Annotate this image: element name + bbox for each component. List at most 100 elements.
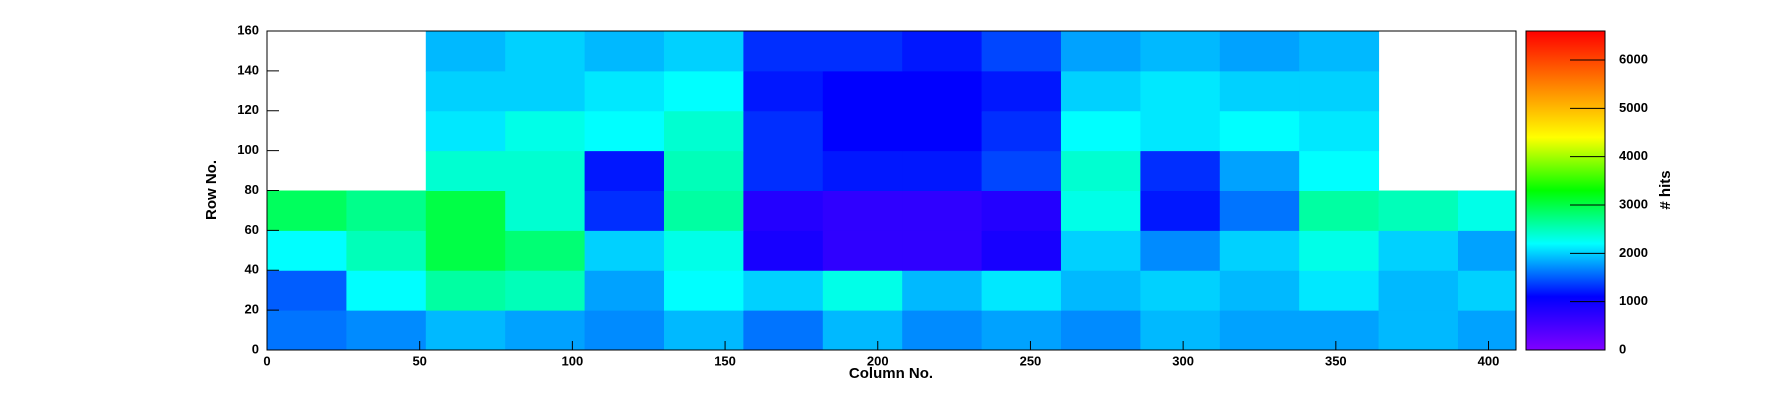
heatmap-cell: [663, 310, 744, 351]
heatmap-cell: [584, 150, 665, 191]
heatmap-cell: [743, 31, 824, 72]
x-tick-label: 300: [1172, 353, 1194, 368]
x-tick-label: 250: [1020, 353, 1042, 368]
heatmap-cell: [346, 310, 427, 351]
heatmap-cell: [902, 270, 983, 311]
heatmap-cell: [1140, 31, 1221, 72]
heatmap-cell: [981, 110, 1062, 152]
heatmap-cell: [267, 230, 347, 271]
heatmap-cell: [1140, 110, 1221, 152]
heatmap-cell: [822, 230, 903, 271]
heatmap-cell: [1378, 270, 1459, 311]
y-tick-label: 0: [252, 341, 259, 356]
colorbar-label: # hits: [1657, 170, 1674, 209]
heatmap-cell: [663, 110, 744, 152]
heatmap-cell: [505, 190, 586, 231]
heatmap-cell: [1060, 190, 1141, 231]
heatmap-cell: [425, 31, 506, 72]
heatmap-cell: [822, 150, 903, 191]
heatmap-cell: [1219, 230, 1300, 271]
heatmap-cell: [267, 270, 347, 311]
heatmap-cell: [505, 150, 586, 191]
heatmap-cell: [902, 230, 983, 271]
heatmap-cell: [505, 310, 586, 351]
colorbar-tick-label: 2000: [1619, 245, 1648, 260]
heatmap-cell: [1299, 31, 1380, 72]
heatmap-cell: [743, 310, 824, 351]
heatmap-cell: [663, 150, 744, 191]
heatmap-cell: [981, 31, 1062, 72]
heatmap-cell: [1299, 270, 1380, 311]
heatmap-cell: [743, 110, 824, 152]
heatmap-cell: [1299, 310, 1380, 351]
heatmap-cell: [822, 270, 903, 311]
heatmap-cell: [1457, 190, 1517, 231]
heatmap-cell: [743, 230, 824, 271]
colorbar-tick-label: 6000: [1619, 51, 1648, 66]
heatmap-cell: [1299, 70, 1380, 112]
heatmap-cell: [981, 310, 1062, 351]
y-tick-label: 60: [245, 222, 259, 237]
heatmap-cell: [346, 230, 427, 271]
heatmap-cell: [1457, 230, 1517, 271]
heatmap-cell: [1140, 270, 1221, 311]
heatmap-cell: [346, 270, 427, 311]
y-tick-label: 100: [237, 142, 259, 157]
x-tick-label: 150: [714, 353, 736, 368]
heatmap-cell: [505, 70, 586, 112]
heatmap-cell: [425, 190, 506, 231]
heatmap-cell: [822, 110, 903, 152]
heatmap-cell: [1060, 310, 1141, 351]
heatmap-cell: [902, 31, 983, 72]
heatmap-cell: [1378, 230, 1459, 271]
heatmap-cell: [267, 310, 347, 351]
heatmap-cell: [1060, 150, 1141, 191]
heatmap-cell: [505, 110, 586, 152]
heatmap-cell: [743, 70, 824, 112]
heatmap-cell: [902, 310, 983, 351]
heatmap-cell: [1060, 110, 1141, 152]
x-tick-label: 100: [562, 353, 584, 368]
heatmap-cell: [822, 190, 903, 231]
heatmap-cell: [425, 110, 506, 152]
heatmap-cell: [505, 270, 586, 311]
colorbar-tick-label: 0: [1619, 341, 1626, 356]
heatmap-cell: [1219, 150, 1300, 191]
x-tick-label: 400: [1478, 353, 1500, 368]
heatmap-cell: [663, 270, 744, 311]
heatmap-cell: [743, 150, 824, 191]
heatmap-cell: [584, 31, 665, 72]
heatmap-cell: [981, 150, 1062, 191]
heatmap-cell: [1299, 150, 1380, 191]
heatmap-cell: [663, 230, 744, 271]
heatmap-cell: [267, 190, 347, 231]
heatmap-cell: [1060, 270, 1141, 311]
x-tick-label: 50: [412, 353, 426, 368]
heatmap-cell: [1457, 270, 1517, 311]
y-tick-label: 80: [245, 182, 259, 197]
colorbar-tick-label: 3000: [1619, 196, 1648, 211]
heatmap-cell: [1060, 31, 1141, 72]
heatmap-cell: [1140, 70, 1221, 112]
colorbar-tick-label: 4000: [1619, 148, 1648, 163]
heatmap-cell: [1219, 31, 1300, 72]
heatmap-cell: [1219, 70, 1300, 112]
heatmap-cell: [981, 190, 1062, 231]
heatmap-cell: [902, 190, 983, 231]
heatmap-cell: [902, 110, 983, 152]
heatmap-cell: [505, 230, 586, 271]
heatmap-cell: [902, 150, 983, 191]
heatmap-cell: [584, 110, 665, 152]
heatmap-cell: [1140, 150, 1221, 191]
heatmap-cell: [584, 70, 665, 112]
heatmap-cell: [1140, 230, 1221, 271]
colorbar: [1525, 30, 1606, 351]
colorbar-tick-label: 5000: [1619, 100, 1648, 115]
heatmap-cell: [1299, 110, 1380, 152]
heatmap-cell: [902, 70, 983, 112]
y-tick-label: 160: [237, 22, 259, 37]
heatmap-cell: [822, 70, 903, 112]
heatmap-cell: [1457, 310, 1517, 351]
y-tick-label: 40: [245, 262, 259, 277]
heatmap-cell: [425, 230, 506, 271]
